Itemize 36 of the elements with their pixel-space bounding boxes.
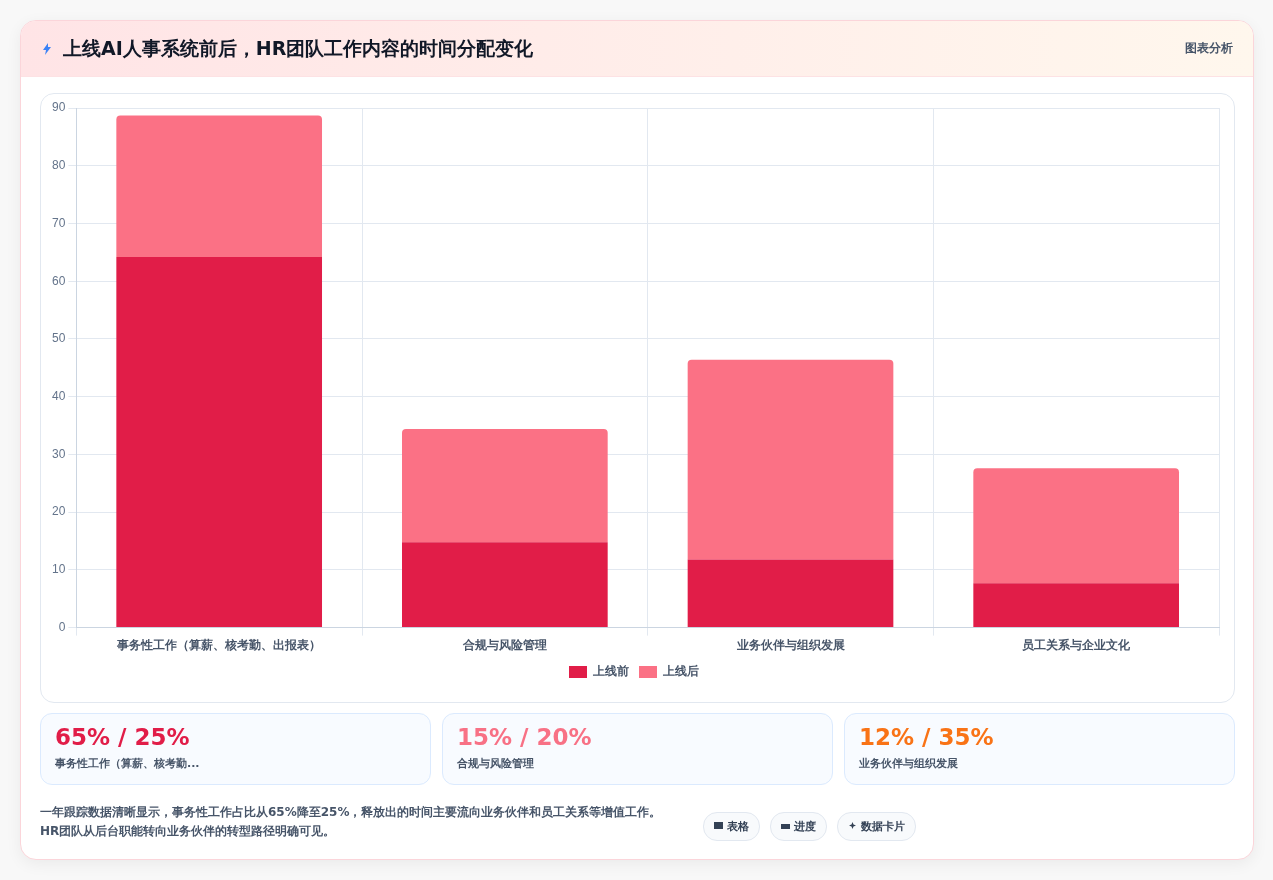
legend-label: 上线前: [592, 664, 629, 679]
text: 12% / 35%: [859, 724, 995, 750]
text: 数据卡片: [836, 812, 916, 841]
text: 一年跟踪数据清晰显示，事务性工作占比从65%降至25%，释放出的时间主要流向业务伙伴和员工关系等增值工作。HR团队从后台职能转向业务伙伴的转型路径明确可见。: [40, 804, 663, 840]
bar: [973, 583, 1180, 628]
y-tick-label: 10: [51, 562, 66, 577]
y-tick-label: 50: [51, 331, 66, 346]
y-tick-label: 40: [51, 388, 66, 403]
y-tick-label: 90: [51, 100, 66, 115]
bar: [687, 559, 894, 628]
y-tick-label: 0: [58, 619, 66, 634]
bar: [402, 429, 608, 543]
text: 15% / 20%: [457, 724, 593, 750]
text: 表格: [703, 812, 760, 841]
text: 图表分析: [1185, 40, 1233, 57]
y-tick-label: 70: [51, 215, 66, 230]
text: 进度: [769, 812, 827, 841]
text: 业务伙伴与组织发展: [859, 756, 959, 771]
x-tick-label: 业务伙伴与组织发展: [735, 638, 845, 653]
bar: [687, 359, 894, 560]
x-tick-label: 事务性工作（算薪、核考勤、出报表）: [116, 638, 322, 653]
x-tick-label: 员工关系与企业文化: [1022, 638, 1132, 653]
text: 事务性工作（算薪、核考勤...: [55, 756, 201, 771]
bar: [116, 256, 323, 628]
y-tick-label: 80: [51, 158, 66, 173]
text: 合规与风险管理: [457, 756, 535, 771]
y-tick-label: 20: [51, 504, 66, 519]
bar: [973, 468, 1180, 584]
text: 65% / 25%: [55, 724, 191, 750]
bar: [402, 542, 608, 628]
chart-title: 上线AI人事系统前后，HR团队工作内容的时间分配变化: [63, 35, 535, 61]
legend-label: 上线后: [662, 664, 699, 679]
y-tick-label: 60: [51, 273, 66, 288]
bar: [116, 115, 323, 257]
x-tick-label: 合规与风险管理: [461, 638, 547, 653]
y-tick-label: 30: [51, 446, 66, 461]
